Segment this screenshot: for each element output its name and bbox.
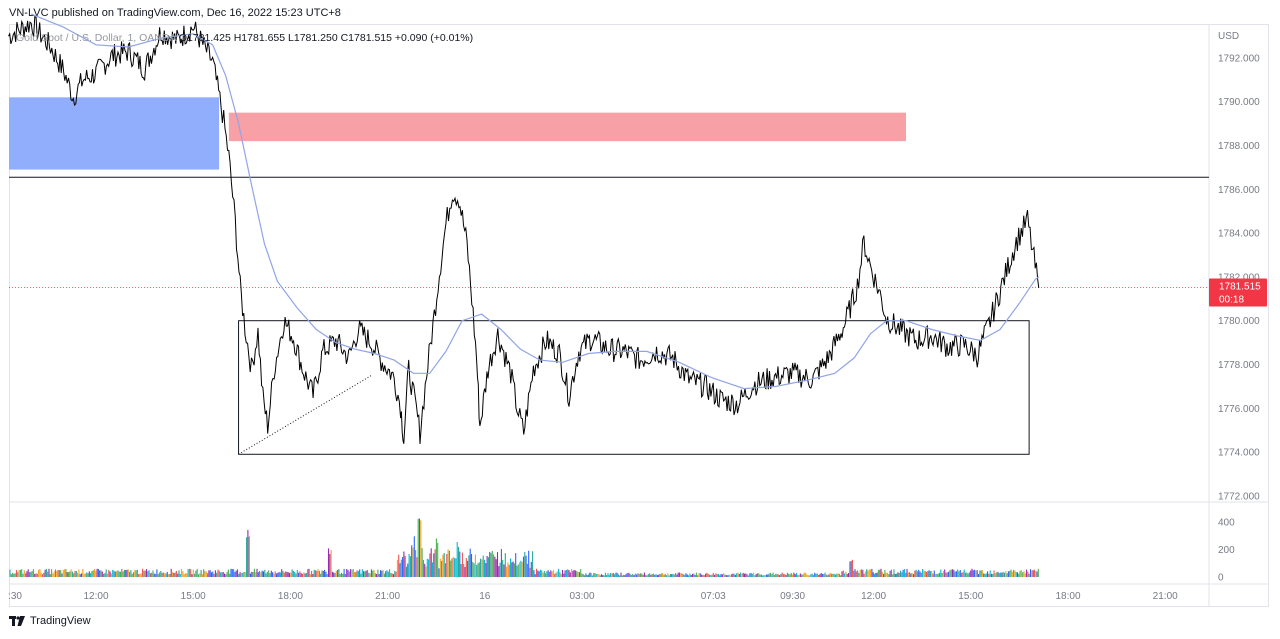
volume-tick-label: 400 <box>1218 517 1235 528</box>
volume-tick-label: 0 <box>1218 573 1224 584</box>
zones-layer <box>9 97 1209 455</box>
time-tick-label: 07:03 <box>701 591 726 602</box>
moving-average-line <box>30 13 1040 390</box>
footer-brand: TradingView <box>30 615 91 627</box>
last-price-label: 1781.515 <box>1219 282 1261 293</box>
tradingview-logo-icon <box>9 616 25 626</box>
time-tick-label: 21:00 <box>375 591 400 602</box>
volume-tick-label: 200 <box>1218 545 1235 556</box>
legend-symbol: Gold Spot / U.S. Dollar, 1, OANDA <box>16 32 176 44</box>
currency-label: USD <box>1218 31 1239 42</box>
price-tick-label: 1778.000 <box>1218 360 1260 371</box>
price-tick-label: 1784.000 <box>1218 229 1260 240</box>
legend-close: C1781.515 <box>340 32 392 44</box>
volume-layer <box>9 518 1039 577</box>
countdown-label: 00:18 <box>1219 295 1244 306</box>
last-price-tag <box>1209 278 1267 307</box>
footer: TradingView <box>9 615 91 627</box>
price-tick-label: 1776.000 <box>1218 404 1260 415</box>
time-tick-label: :30 <box>8 591 22 602</box>
price-tick-label: 1792.000 <box>1218 53 1260 64</box>
axes-layer: USD 1792.000 1790.000 1788.000 1786.000 1784.… <box>8 31 1267 602</box>
price-tick-label: 1774.000 <box>1218 448 1260 459</box>
grid-lines <box>9 24 1268 607</box>
legend-high: H1781.655 <box>233 32 286 44</box>
time-tick-label: 15:00 <box>181 591 206 602</box>
time-tick-label: 16 <box>479 591 491 602</box>
price-tick-label: 1772.000 <box>1218 491 1260 502</box>
price-tick-label: 1782.000 <box>1218 272 1260 283</box>
time-tick-label: 09:30 <box>780 591 805 602</box>
time-tick-label: 12:00 <box>83 591 108 602</box>
legend-open: O1781.425 <box>178 32 231 44</box>
legend-low: L1781.250 <box>288 32 338 44</box>
legend-change: +0.090 (+0.01%) <box>394 32 474 44</box>
time-tick-label: 12:00 <box>861 591 886 602</box>
time-tick-label: 15:00 <box>958 591 983 602</box>
red-zone <box>228 112 907 142</box>
price-tick-label: 1786.000 <box>1218 185 1260 196</box>
chart-legend: Gold Spot / U.S. Dollar, 1, OANDA O1781.… <box>16 32 473 44</box>
price-series <box>8 15 1040 445</box>
chart-frame <box>9 24 1269 607</box>
publisher-line: VN-LVC published on TradingView.com, Dec… <box>9 7 341 19</box>
blue-zone <box>9 97 220 170</box>
series-layer <box>8 13 1040 445</box>
time-tick-label: 21:00 <box>1153 591 1178 602</box>
price-tick-label: 1780.000 <box>1218 316 1260 327</box>
range-box <box>238 320 1030 455</box>
time-tick-label: 18:00 <box>278 591 303 602</box>
dotted-trendline <box>238 375 372 455</box>
price-tick-label: 1788.000 <box>1218 141 1260 152</box>
time-tick-label: 03:00 <box>569 591 594 602</box>
price-tick-label: 1790.000 <box>1218 97 1260 108</box>
time-tick-label: 18:00 <box>1055 591 1080 602</box>
